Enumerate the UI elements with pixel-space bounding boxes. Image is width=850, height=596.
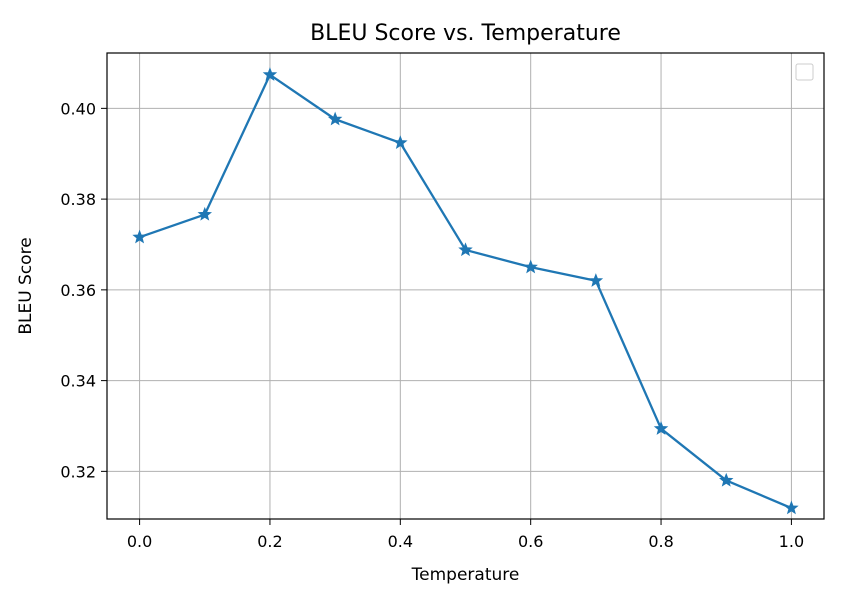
x-tick-label: 0.6: [518, 532, 543, 551]
x-axis-ticks: 0.0 0.2 0.4 0.6 0.8 1.0: [127, 519, 804, 551]
x-axis-label: Temperature: [411, 565, 520, 585]
y-axis-label: BLEU Score: [16, 237, 36, 334]
legend-box: [795, 63, 814, 81]
x-tick-label: 0.0: [127, 532, 152, 551]
y-tick-label: 0.40: [60, 99, 96, 118]
data-point-star: [393, 135, 408, 149]
data-point-star: [653, 421, 669, 435]
data-point-star: [523, 259, 538, 274]
y-tick-label: 0.34: [60, 372, 96, 391]
data-point-star: [197, 206, 212, 221]
y-tick-label: 0.32: [60, 462, 96, 481]
data-point-star: [262, 67, 278, 81]
data-point-star: [784, 500, 799, 515]
grid: [107, 53, 824, 519]
y-tick-label: 0.36: [60, 281, 96, 300]
data-point-star: [458, 242, 473, 257]
x-tick-label: 1.0: [779, 532, 804, 551]
y-tick-label: 0.38: [60, 190, 96, 209]
plot-frame: [106, 52, 825, 520]
chart-title: BLEU Score vs. Temperature: [310, 21, 621, 46]
x-tick-label: 0.8: [648, 532, 673, 551]
x-tick-label: 0.2: [257, 532, 282, 551]
x-tick-label: 0.4: [388, 532, 413, 551]
data-point-star: [588, 273, 604, 287]
y-axis-ticks: 0.32 0.34 0.36 0.38 0.40: [60, 99, 107, 481]
data-series: [132, 67, 799, 515]
data-point-star: [132, 229, 147, 244]
data-point-star: [719, 472, 734, 487]
data-point-star: [327, 111, 343, 126]
